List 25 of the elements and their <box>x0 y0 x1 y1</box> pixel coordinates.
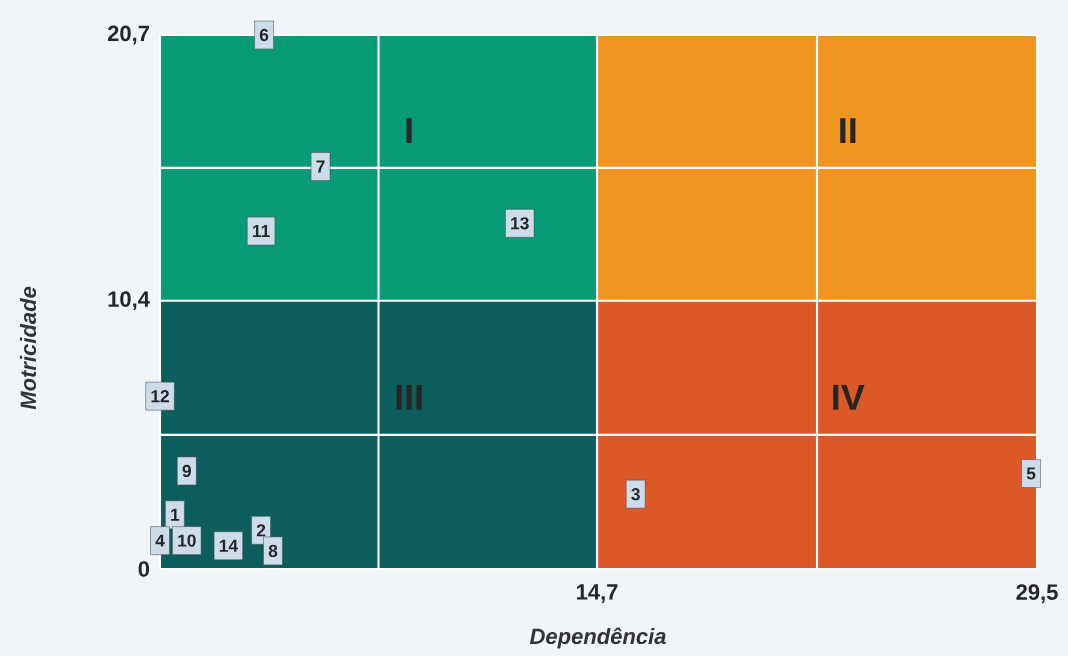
x-tick-label: 29,5 <box>1016 584 1058 604</box>
series-label: 14 <box>219 539 238 552</box>
annotation: III <box>396 384 422 410</box>
annotation: IV <box>833 384 865 410</box>
annotation: II <box>840 118 856 144</box>
series-label: 10 <box>178 534 196 547</box>
y-tick-label: 10,4 <box>108 291 150 311</box>
annotation: I <box>406 118 412 144</box>
series-label: 13 <box>511 217 529 230</box>
x-axis-title: Dependência <box>529 627 666 649</box>
series-label: 7 <box>316 160 325 173</box>
series-label: 5 <box>1026 467 1036 480</box>
series-label: 2 <box>256 524 266 537</box>
series-label: 9 <box>182 464 191 478</box>
series-label: 12 <box>151 390 169 403</box>
series-label: 1 <box>171 508 180 521</box>
y-tick-label: 20,7 <box>107 25 149 45</box>
series-label: 11 <box>253 225 270 238</box>
series-label: 6 <box>259 28 269 42</box>
x-tick-label: 14,7 <box>576 584 618 603</box>
y-tick-label: 0 <box>138 561 150 577</box>
series-label: 3 <box>631 488 640 501</box>
series-label: 8 <box>268 544 278 558</box>
y-axis-title: Motricidade <box>19 286 37 410</box>
series-label: 4 <box>155 534 165 547</box>
